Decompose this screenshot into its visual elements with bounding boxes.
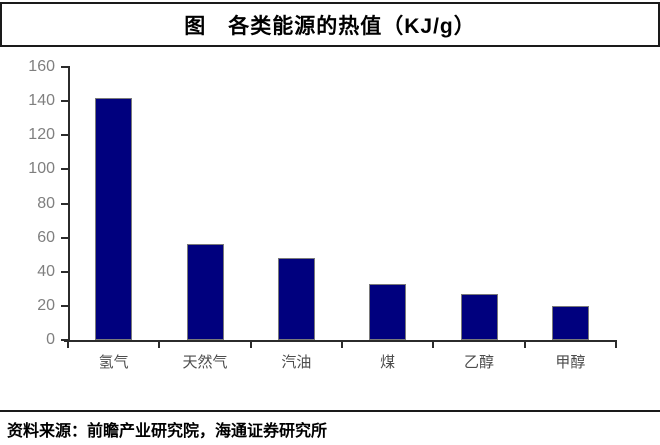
y-axis-tick xyxy=(61,134,68,137)
y-axis-tick-label: 20 xyxy=(37,296,55,314)
y-axis-tick xyxy=(61,168,68,171)
bar xyxy=(277,258,315,340)
x-axis-tick xyxy=(67,342,69,348)
y-axis-tick-label: 80 xyxy=(37,194,55,212)
bar xyxy=(551,305,589,340)
y-axis-tick xyxy=(61,236,68,239)
y-axis-tick xyxy=(61,270,68,273)
y-axis-line xyxy=(68,66,70,342)
title-box: 图 各类能源的热值（KJ/g） xyxy=(0,2,660,47)
category-label: 煤 xyxy=(380,354,396,371)
x-axis-tick xyxy=(249,342,252,348)
y-axis-tick xyxy=(61,202,68,205)
y-axis-tick xyxy=(61,100,68,103)
y-axis-tick xyxy=(61,66,68,68)
y-axis-tick xyxy=(61,304,68,307)
bar xyxy=(369,283,407,340)
x-axis-tick xyxy=(341,342,343,348)
y-axis-tick-label: 140 xyxy=(28,92,55,110)
y-axis-tick-label: 40 xyxy=(37,262,55,280)
x-axis-tick xyxy=(158,342,161,348)
bottom-rule xyxy=(0,410,660,412)
source-note: 资料来源：前瞻产业研究院，海通证券研究所 xyxy=(7,423,328,440)
y-axis-tick-label: 0 xyxy=(46,331,55,348)
y-axis-tick-label: 120 xyxy=(28,126,55,144)
category-label: 乙醇 xyxy=(463,354,494,371)
x-axis-line xyxy=(64,340,617,342)
x-axis-tick xyxy=(523,342,526,348)
category-label: 天然气 xyxy=(182,354,228,371)
x-axis-tick xyxy=(432,342,435,348)
bar xyxy=(186,244,224,340)
y-axis-tick-label: 100 xyxy=(28,160,55,178)
bar xyxy=(95,97,133,340)
bar xyxy=(460,293,498,340)
y-axis-tick-label: 160 xyxy=(28,58,55,75)
y-axis-tick-label: 60 xyxy=(37,228,55,246)
x-axis-tick xyxy=(615,342,617,348)
category-label: 氢气 xyxy=(98,354,129,371)
figure-title: 图 各类能源的热值（KJ/g） xyxy=(184,14,476,38)
category-label: 汽油 xyxy=(281,354,312,371)
category-label: 甲醇 xyxy=(555,354,586,371)
